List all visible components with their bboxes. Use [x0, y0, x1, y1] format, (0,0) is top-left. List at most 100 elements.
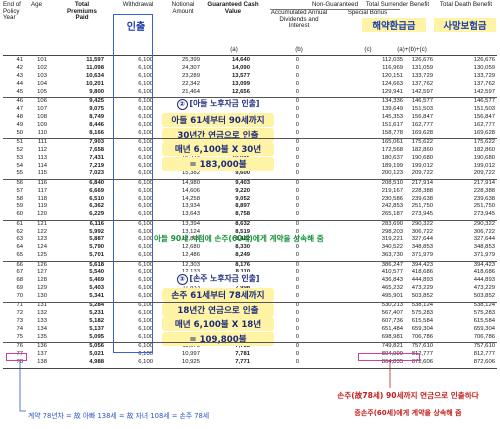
- table-cell: 0: [295, 129, 299, 136]
- table-cell: 812,777: [473, 351, 495, 358]
- header-accumulated-dividends: Accumulated Annual Dividends and Interes…: [270, 9, 328, 30]
- table-cell: 73: [16, 318, 23, 325]
- table-cell: 9,403: [235, 179, 250, 186]
- table-cell: 6,100: [138, 138, 153, 145]
- table-cell: 71: [16, 302, 23, 309]
- table-cell: 104: [37, 80, 47, 87]
- table-cell: 0: [295, 220, 299, 227]
- table-cell: 11,098: [86, 64, 104, 71]
- table-cell: 327,644: [411, 236, 433, 243]
- table-cell: 0: [295, 269, 299, 276]
- table-cell: 6,510: [89, 195, 104, 202]
- table-cell: 56: [16, 179, 23, 186]
- table-cell: 872,606: [473, 359, 495, 366]
- table-cell: 116: [37, 179, 47, 186]
- table-cell: 22,342: [181, 80, 200, 87]
- table-cell: 14,258: [181, 195, 200, 202]
- table-cell: 8,330: [235, 244, 250, 251]
- table-cell: 0: [295, 277, 299, 284]
- table-cell: 6,100: [138, 351, 153, 358]
- table-cell: 8,176: [235, 261, 250, 268]
- table-cell: 444,893: [473, 277, 495, 284]
- table-cell: 13,934: [181, 203, 200, 210]
- table-cell: 175,622: [473, 138, 495, 145]
- row-group-divider: [3, 178, 497, 180]
- table-cell: 473,229: [473, 285, 495, 292]
- table-cell: 6,100: [138, 154, 153, 161]
- table-cell: 103: [37, 72, 47, 79]
- table-cell: 50: [16, 129, 23, 136]
- table-cell: 44: [16, 80, 23, 87]
- table-cell: 9,425: [89, 97, 104, 104]
- table-cell: 8,758: [235, 211, 250, 218]
- table-cell: 319,221: [381, 236, 403, 243]
- table-cell: 129,941: [381, 88, 403, 95]
- table-cell: 175,622: [411, 138, 433, 145]
- table-cell: 8,519: [235, 228, 250, 235]
- table-cell: 5,341: [89, 293, 104, 300]
- table-cell: 120,151: [381, 72, 403, 79]
- table-cell: 12,303: [181, 261, 200, 268]
- table-cell: 6,100: [138, 129, 153, 136]
- table-cell: 6,229: [89, 211, 104, 218]
- table-row: 62 122 5,992 6,100 13,124 8,519 0 298,203 306,72…: [3, 229, 497, 237]
- table-cell: 6,100: [138, 236, 153, 243]
- table-cell: 0: [295, 154, 299, 161]
- table-cell: 5,182: [89, 318, 104, 325]
- table-cell: 6,100: [138, 228, 153, 235]
- table-row: 41 101 11,597 6,100 25,399 14,640 0 112,035 126,…: [3, 57, 497, 65]
- table-cell: 199,012: [473, 162, 495, 169]
- table-cell: 116,969: [382, 64, 403, 71]
- table-cell: 219,167: [381, 187, 403, 194]
- table-cell: 6,100: [138, 359, 153, 366]
- table-cell: 503,852: [411, 293, 433, 300]
- table-cell: 124,663: [381, 80, 403, 87]
- table-cell: 436,843: [381, 277, 403, 284]
- annotation-box2-title: ③ [손주 노후자금 인출]: [162, 272, 274, 286]
- table-cell: 126,676: [473, 57, 495, 63]
- table-cell: 659,304: [473, 326, 495, 333]
- table-cell: 0: [295, 326, 299, 333]
- table-cell: 6,100: [138, 64, 153, 71]
- table-cell: 0: [295, 261, 299, 268]
- table-cell: 0: [295, 72, 299, 79]
- table-cell: 251,750: [473, 203, 495, 210]
- table-cell: 13,124: [181, 228, 200, 235]
- table-cell: 138: [37, 359, 47, 366]
- table-cell: 12,486: [181, 252, 200, 259]
- table-cell: 111: [38, 138, 47, 145]
- table-cell: 137,762: [473, 80, 495, 87]
- table-cell: 812,777: [411, 351, 433, 358]
- table-cell: 5,137: [89, 326, 104, 333]
- table-cell: 371,979: [411, 252, 433, 259]
- table-cell: 6,100: [138, 318, 153, 325]
- table-cell: 53: [16, 154, 23, 161]
- table-cell: 394,423: [473, 261, 495, 268]
- table-cell: 6,100: [138, 187, 153, 194]
- table-cell: 209,722: [473, 170, 495, 177]
- row-group-divider: [3, 137, 497, 139]
- table-cell: 7,023: [89, 170, 104, 177]
- table-row: 59 119 6,362 6,100 13,934 8,897 0 242,853 251,75…: [3, 203, 497, 211]
- table-cell: 0: [295, 80, 299, 87]
- table-cell: 615,584: [411, 318, 433, 325]
- table-cell: 76: [16, 343, 23, 350]
- table-cell: 348,853: [473, 244, 495, 251]
- table-cell: 156,847: [473, 113, 495, 120]
- table-cell: 128: [37, 277, 47, 284]
- table-cell: 190,680: [411, 154, 433, 161]
- table-cell: 107: [37, 105, 47, 112]
- table-cell: 0: [295, 293, 299, 300]
- table-cell: 23,289: [181, 72, 200, 79]
- table-cell: 0: [295, 244, 299, 251]
- table-cell: 9,600: [235, 170, 250, 177]
- table-cell: 6,100: [138, 211, 153, 218]
- table-cell: 0: [295, 228, 299, 235]
- table-cell: 465,232: [381, 285, 403, 292]
- table-cell: 251,750: [411, 203, 433, 210]
- table-cell: 6,100: [138, 203, 153, 210]
- table-cell: 298,203: [381, 228, 403, 235]
- header-col-c: (c): [364, 46, 372, 53]
- table-cell: 115: [37, 170, 47, 177]
- table-cell: 134: [37, 326, 47, 333]
